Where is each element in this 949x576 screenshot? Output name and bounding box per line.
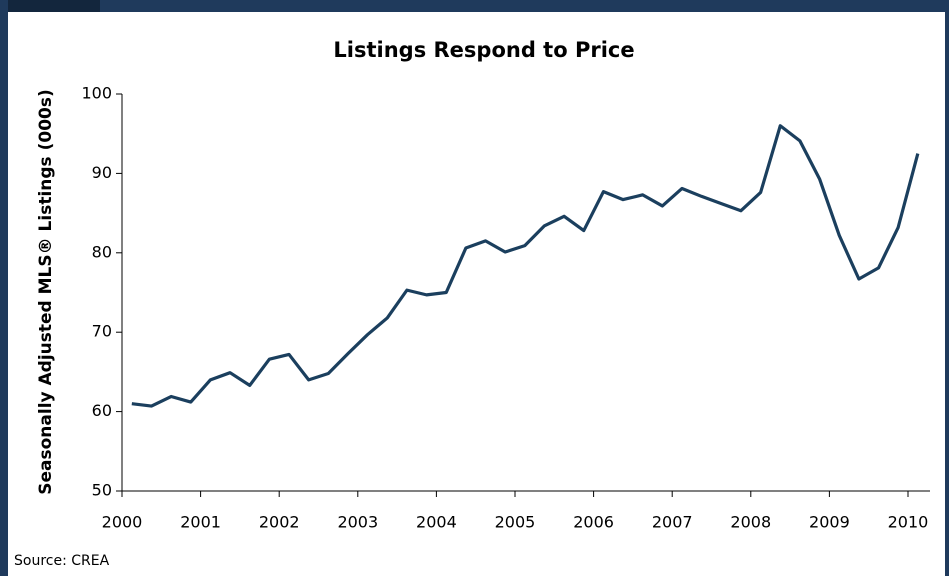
data-line: [131, 124, 920, 408]
y-tick-label: 50: [92, 481, 112, 500]
x-tick-label: 2005: [495, 513, 536, 532]
x-tick-label: 2007: [652, 513, 693, 532]
y-axis-label: Seasonally Adjusted MLS® Listings (000s): [36, 89, 56, 495]
x-tick-label: 2003: [337, 513, 378, 532]
source-note: Source: CREA: [14, 553, 110, 569]
x-tick-label: 2000: [102, 513, 143, 532]
frame-tab: [0, 0, 100, 12]
y-tick-label: 100: [81, 84, 112, 103]
top-frame: [0, 0, 949, 12]
left-frame: [0, 0, 8, 576]
y-tick-label: 80: [92, 242, 112, 261]
x-tick-label: 2002: [259, 513, 300, 532]
y-tick-label: 90: [92, 163, 112, 182]
x-tick-label: 2006: [573, 513, 614, 532]
x-tick-label: 2010: [888, 513, 929, 532]
y-tick-label: 70: [92, 322, 112, 341]
x-tick-label: 2001: [180, 513, 221, 532]
x-tick-label: 2008: [730, 513, 771, 532]
x-tick-label: 2004: [416, 513, 457, 532]
x-tick-label: 2009: [809, 513, 850, 532]
chart-title: Listings Respond to Price: [333, 38, 634, 62]
right-frame: [945, 0, 949, 576]
y-tick-label: 60: [92, 401, 112, 420]
